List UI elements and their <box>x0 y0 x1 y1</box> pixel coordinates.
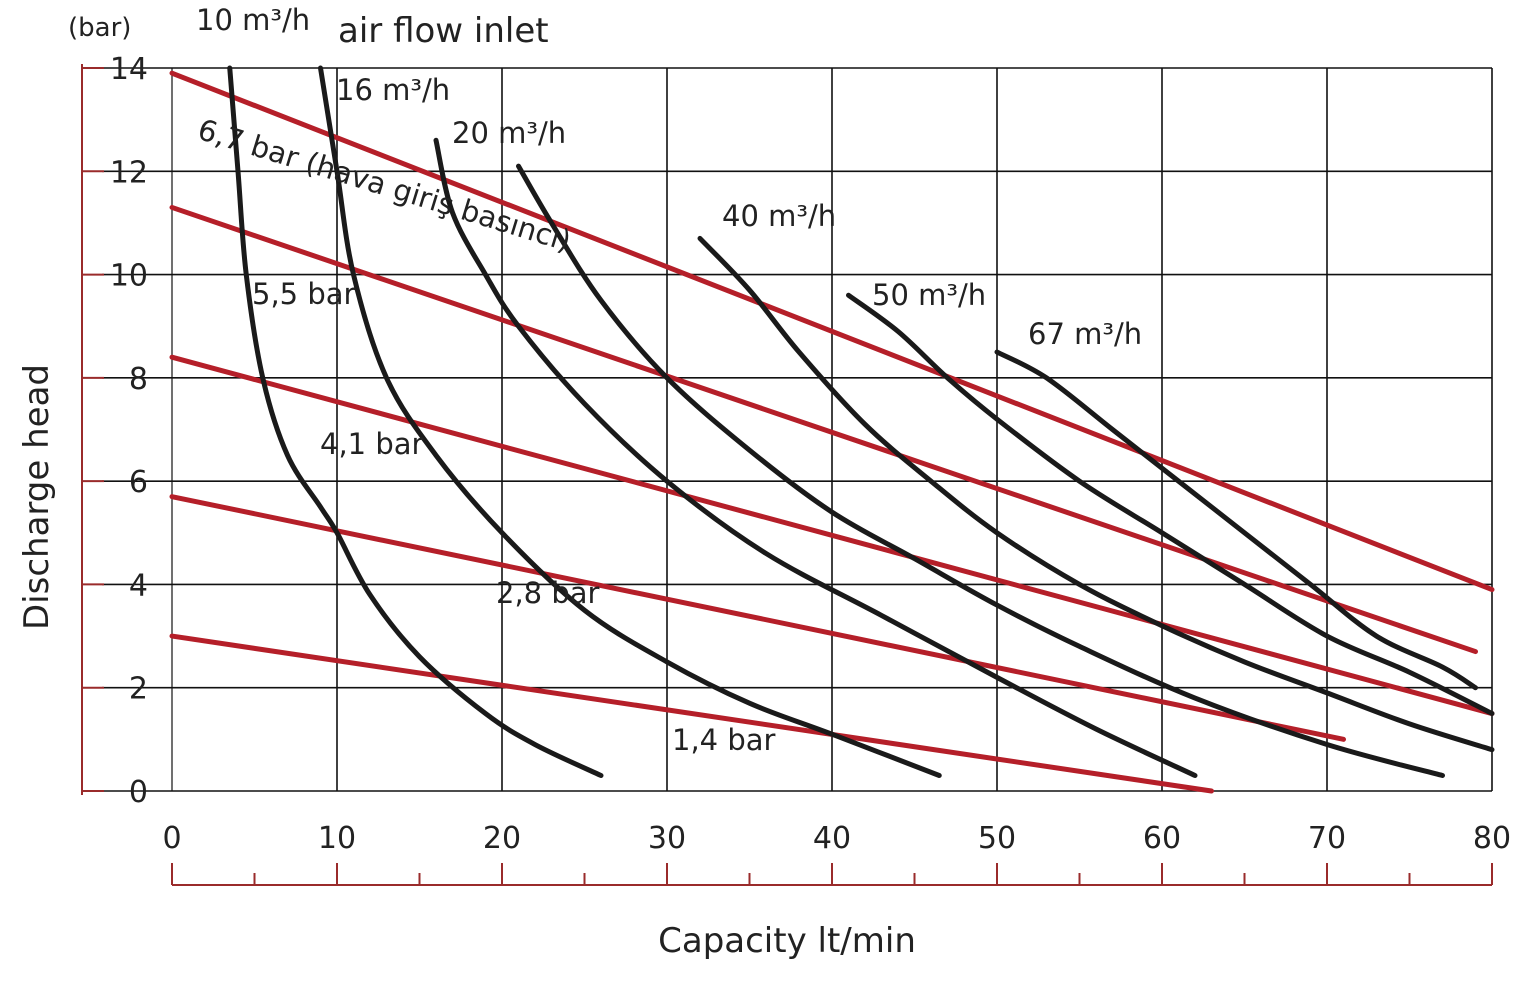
pressure-series-label: 5,5 bar <box>252 277 356 311</box>
x-tick-label: 10 <box>318 821 356 856</box>
airflow-curve <box>994 349 1478 691</box>
pressure-line <box>169 354 1495 717</box>
legend-title: air flow inlet <box>338 11 549 51</box>
airflow-curve <box>318 65 942 779</box>
y-axis: 0 2 4 6 8 10 12 14 <box>81 52 148 810</box>
x-tick-label: 50 <box>978 821 1016 856</box>
airflow-series-label: 20 m³/h <box>452 116 566 150</box>
airflow-series-label: 10 m³/h <box>196 3 310 37</box>
x-axis-title: Capacity lt/min <box>658 921 916 961</box>
airflow-curve <box>433 137 1198 779</box>
y-tick-label: 4 <box>129 568 148 603</box>
y-tick-label: 0 <box>129 775 148 810</box>
airflow-series-label: 50 m³/h <box>872 278 986 312</box>
pressure-series-label: 1,4 bar <box>672 723 776 757</box>
pressure-series-label: 4,1 bar <box>320 427 424 461</box>
airflow-curve <box>227 65 604 779</box>
airflow-series-label: 16 m³/h <box>336 73 450 107</box>
pressure-line <box>169 70 1495 593</box>
x-tick-label: 40 <box>813 821 851 856</box>
airflow-series-label: 67 m³/h <box>1028 317 1142 351</box>
y-tick-label: 12 <box>110 155 148 190</box>
y-tick-label: 2 <box>129 672 148 707</box>
x-axis: 0 10 20 30 40 50 60 70 80 <box>162 821 1511 886</box>
y-tick-label: 10 <box>110 259 148 294</box>
y-tick-label: 6 <box>129 465 148 500</box>
airflow-series-group <box>227 65 1495 779</box>
y-tick-label: 14 <box>110 52 148 87</box>
x-tick-label: 60 <box>1143 821 1181 856</box>
airflow-curve <box>516 163 1445 779</box>
x-tick-label: 30 <box>648 821 686 856</box>
y-axis-title: Discharge head <box>17 364 57 630</box>
pressure-line <box>169 633 1214 794</box>
pressure-line <box>169 204 1478 655</box>
x-tick-label: 20 <box>483 821 521 856</box>
pressure-line <box>169 494 1346 742</box>
airflow-curve <box>846 292 1495 717</box>
pressure-series-label: 2,8 bar <box>496 576 600 610</box>
y-tick-label: 8 <box>129 362 148 397</box>
y-unit-label: (bar) <box>68 13 131 43</box>
airflow-series-label: 40 m³/h <box>722 199 836 233</box>
x-tick-label: 80 <box>1473 821 1511 856</box>
airflow-curve <box>697 235 1495 753</box>
x-tick-label: 0 <box>162 821 181 856</box>
pressure-series-group <box>169 70 1495 794</box>
x-tick-label: 70 <box>1308 821 1346 856</box>
grid-lines <box>102 67 1493 792</box>
